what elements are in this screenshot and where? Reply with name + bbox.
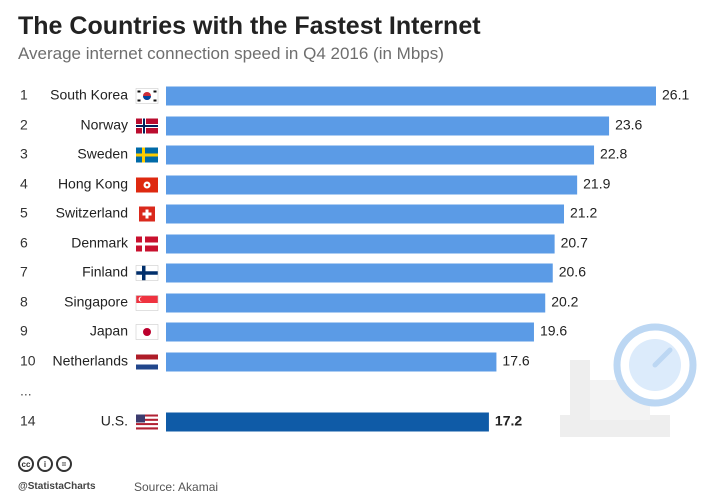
us-flag-icon xyxy=(136,414,158,430)
value-label: 17.6 xyxy=(502,353,529,369)
bar-chart: 1 South Korea 26.1 2 Norway 23.6 3 Sweden 22.8 4 H… xyxy=(20,86,689,432)
chart-subtitle: Average internet connection speed in Q4 … xyxy=(18,44,444,63)
rank-label: 10 xyxy=(20,353,36,369)
gap-marker: ... xyxy=(20,383,32,399)
bar xyxy=(166,263,553,283)
sweden-flag-icon xyxy=(136,147,158,163)
japan-flag-icon xyxy=(135,324,159,340)
value-label: 20.2 xyxy=(551,294,578,310)
rank-label: 14 xyxy=(20,413,36,429)
switzerland-flag-icon xyxy=(139,206,155,222)
value-label: 22.8 xyxy=(600,146,627,162)
value-label: 26.1 xyxy=(662,87,689,103)
bar xyxy=(166,116,610,136)
bar xyxy=(166,145,595,165)
bar xyxy=(166,234,555,254)
rank-label: 9 xyxy=(20,323,28,339)
rank-label: 7 xyxy=(20,264,28,280)
rank-label: 2 xyxy=(20,117,28,133)
bar xyxy=(166,352,497,372)
statista-handle: @StatistaCharts xyxy=(18,481,96,492)
chart-title: The Countries with the Fastest Internet xyxy=(18,12,481,40)
rank-label: 5 xyxy=(20,205,28,221)
bar xyxy=(166,204,565,224)
rank-label: 4 xyxy=(20,176,28,192)
south-korea-flag-icon xyxy=(135,88,159,104)
country-label: Norway xyxy=(81,117,128,133)
value-label: 21.9 xyxy=(583,176,610,192)
bar xyxy=(166,175,578,195)
bar xyxy=(166,86,656,106)
attribution-icon: i xyxy=(37,456,53,472)
country-label: U.S. xyxy=(101,413,128,429)
value-label: 23.6 xyxy=(615,117,642,133)
country-label: South Korea xyxy=(50,87,128,103)
country-label: Finland xyxy=(82,264,128,280)
rank-label: 6 xyxy=(20,235,28,251)
source-note: Source: Akamai xyxy=(134,480,219,494)
value-label: 21.2 xyxy=(570,205,597,221)
value-label: 19.6 xyxy=(540,323,567,339)
rank-label: 1 xyxy=(20,87,28,103)
country-label: Netherlands xyxy=(53,353,129,369)
bar xyxy=(166,293,546,313)
country-label: Sweden xyxy=(77,146,128,162)
finland-flag-icon xyxy=(135,265,159,281)
country-label: Hong Kong xyxy=(58,176,128,192)
footer: cc i = @StatistaCharts Source: Akamai xyxy=(18,456,318,496)
norway-flag-icon xyxy=(136,118,158,134)
netherlands-flag-icon xyxy=(136,354,158,370)
bar xyxy=(166,322,534,342)
speedometer-watermark-icon xyxy=(560,323,697,437)
country-label: Switzerland xyxy=(56,205,128,221)
country-label: Singapore xyxy=(64,294,128,310)
license-icons: cc i = xyxy=(18,456,72,472)
bar xyxy=(166,412,489,432)
country-label: Japan xyxy=(90,323,128,339)
value-label: 17.2 xyxy=(495,413,522,429)
country-label: Denmark xyxy=(71,235,129,251)
denmark-flag-icon xyxy=(136,236,158,252)
singapore-flag-icon xyxy=(135,295,159,311)
creative-commons-icon: cc xyxy=(18,456,34,472)
rank-label: 3 xyxy=(20,146,28,162)
rank-label: 8 xyxy=(20,294,28,310)
value-label: 20.7 xyxy=(561,235,588,251)
no-derivatives-icon: = xyxy=(56,456,72,472)
hong-kong-flag-icon xyxy=(136,177,158,193)
value-label: 20.6 xyxy=(559,264,586,280)
